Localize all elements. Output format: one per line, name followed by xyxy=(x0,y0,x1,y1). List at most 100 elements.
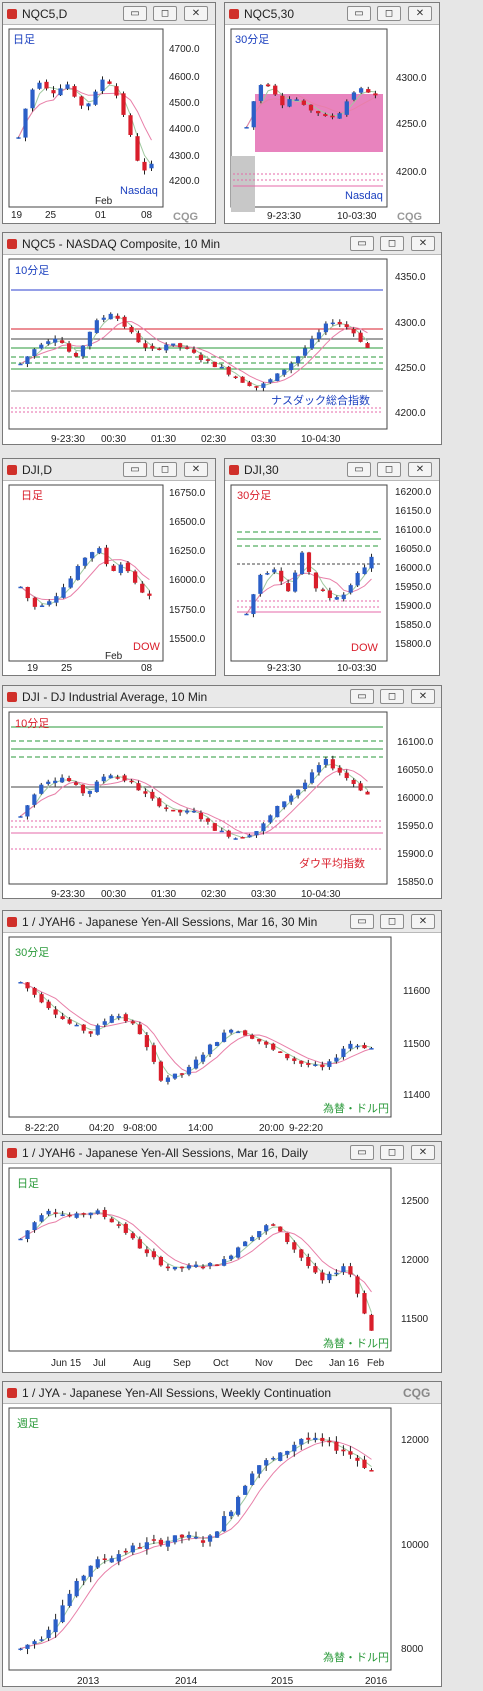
candle xyxy=(327,590,332,598)
candles xyxy=(18,544,152,610)
y-tick: 15500.0 xyxy=(169,634,206,645)
chart-nqc5-10min[interactable]: 10分足 ナスダック総合指数 4350.0 4300.0 4250.0 4200… xyxy=(3,256,442,445)
candle xyxy=(18,816,23,818)
close-button[interactable]: ✕ xyxy=(411,1145,435,1160)
dji-daily-titlebar[interactable]: DJI,D ▭ ◻ ✕ xyxy=(3,459,215,481)
x-tick: 2014 xyxy=(175,1676,198,1687)
candle xyxy=(306,552,312,572)
restore-button[interactable]: ◻ xyxy=(153,462,177,477)
candle xyxy=(279,570,284,582)
candle xyxy=(327,1061,332,1067)
candle xyxy=(87,790,92,794)
candle xyxy=(178,343,183,348)
nqc5-daily-titlebar[interactable]: NQC5,D ▭ ◻ ✕ xyxy=(3,3,215,25)
restore-button[interactable]: ◻ xyxy=(377,462,401,477)
chart-jyah6-30min[interactable]: 30分足 為替・ドル円 11600 11500 11400 8-22:20 04… xyxy=(3,934,442,1135)
x-tick: 25 xyxy=(45,210,57,221)
close-button[interactable]: ✕ xyxy=(411,236,435,251)
restore-button[interactable]: ◻ xyxy=(380,689,404,704)
candle xyxy=(39,1215,44,1222)
candle xyxy=(264,1041,269,1045)
candle xyxy=(362,1293,367,1314)
candles xyxy=(18,312,370,392)
candle xyxy=(214,1531,220,1538)
candle xyxy=(265,84,271,87)
window-title: NQC5,D xyxy=(22,7,68,21)
close-button[interactable]: ✕ xyxy=(408,6,432,21)
candle xyxy=(147,593,152,596)
candle xyxy=(129,780,134,783)
x-tick: 9-23:30 xyxy=(267,663,301,674)
candle xyxy=(261,383,266,388)
candle xyxy=(299,1060,304,1064)
y-tick: 15950.0 xyxy=(395,582,432,593)
symbol-note: Nasdaq xyxy=(120,185,158,197)
candle xyxy=(344,324,349,328)
dji-daily-window: DJI,D ▭ ◻ ✕ 日足 DOW 16750.0 16500.0 16250… xyxy=(2,458,216,676)
window-title: DJI,30 xyxy=(244,463,279,477)
candle xyxy=(309,338,315,349)
minimize-button[interactable]: ▭ xyxy=(123,6,147,21)
minimize-button[interactable]: ▭ xyxy=(350,236,374,251)
minimize-button[interactable]: ▭ xyxy=(350,1145,374,1160)
chart-dji-10min[interactable]: 10分足 ダウ平均指数 16100.0 16050.0 16000.0 1595… xyxy=(3,709,442,899)
close-button[interactable]: ✕ xyxy=(184,462,208,477)
jyah6-daily-titlebar[interactable]: 1 / JYAH6 - Japanese Yen-All Sessions, M… xyxy=(3,1142,441,1164)
y-tick: 15850.0 xyxy=(395,620,432,631)
chart-jyah6-daily[interactable]: 日足 為替・ドル円 12500 12000 11500 Jun 15 Jul A… xyxy=(3,1165,442,1373)
candle xyxy=(67,1214,72,1217)
moving-average-line xyxy=(20,981,372,1074)
candle xyxy=(87,331,92,347)
candle xyxy=(355,573,360,586)
dji-30min-titlebar[interactable]: DJI,30 ▭ ◻ ✕ xyxy=(225,459,439,481)
minimize-button[interactable]: ▭ xyxy=(347,462,371,477)
nqc5-10min-titlebar[interactable]: NQC5 - NASDAQ Composite, 10 Min ▭ ◻ ✕ xyxy=(3,233,441,255)
candle xyxy=(39,994,44,1003)
chart-nqc5-30min[interactable]: 30分足 Nasdaq 4300.0 4250.0 4200.0 9-23:30… xyxy=(225,26,440,224)
x-tick: 08 xyxy=(141,663,153,674)
candle xyxy=(39,784,44,794)
symbol-note: 為替・ドル円 xyxy=(323,1650,389,1664)
candle xyxy=(355,1276,360,1294)
interval-label: 日足 xyxy=(13,34,35,46)
minimize-button[interactable]: ▭ xyxy=(350,914,374,929)
candle xyxy=(39,1639,44,1641)
candle xyxy=(25,356,30,364)
candle xyxy=(327,1440,332,1443)
candle xyxy=(358,783,363,791)
nqc5-30min-titlebar[interactable]: NQC5,30 ▭ ◻ ✕ xyxy=(225,3,439,25)
close-button[interactable]: ✕ xyxy=(184,6,208,21)
candle xyxy=(179,1073,185,1075)
candle xyxy=(193,1536,199,1539)
jyah6-30min-titlebar[interactable]: 1 / JYAH6 - Japanese Yen-All Sessions, M… xyxy=(3,911,441,933)
candle xyxy=(65,84,70,89)
candle xyxy=(330,115,335,118)
minimize-button[interactable]: ▭ xyxy=(347,6,371,21)
chart-nqc5-daily[interactable]: 日足 Nasdaq 4700.0 4600.0 4500.0 4400.0 43… xyxy=(3,26,216,224)
candle xyxy=(143,343,148,348)
minimize-button[interactable]: ▭ xyxy=(350,689,374,704)
candle xyxy=(355,1457,360,1461)
app-icon xyxy=(7,9,17,19)
close-button[interactable]: ✕ xyxy=(411,914,435,929)
restore-button[interactable]: ◻ xyxy=(380,914,404,929)
candle xyxy=(308,104,314,111)
dji-10min-titlebar[interactable]: DJI - DJ Industrial Average, 10 Min ▭ ◻ … xyxy=(3,686,441,708)
window-title: 1 / JYAH6 - Japanese Yen-All Sessions, M… xyxy=(22,1146,308,1160)
jya-weekly-titlebar[interactable]: 1 / JYA - Japanese Yen-All Sessions, Wee… xyxy=(3,1382,441,1404)
chart-dji-30min[interactable]: 30分足 DOW 16200.0 16150.0 16100.0 16050.0… xyxy=(225,482,440,676)
close-button[interactable]: ✕ xyxy=(408,462,432,477)
close-button[interactable]: ✕ xyxy=(411,689,435,704)
restore-button[interactable]: ◻ xyxy=(153,6,177,21)
restore-button[interactable]: ◻ xyxy=(380,1145,404,1160)
minimize-button[interactable]: ▭ xyxy=(123,462,147,477)
restore-button[interactable]: ◻ xyxy=(380,236,404,251)
candle xyxy=(341,1048,346,1057)
chart-dji-daily[interactable]: 日足 DOW 16750.0 16500.0 16250.0 16000.0 1… xyxy=(3,482,216,676)
window-title: 1 / JYA - Japanese Yen-All Sessions, Wee… xyxy=(22,1386,332,1400)
candle xyxy=(86,103,91,107)
candle xyxy=(102,1209,107,1217)
restore-button[interactable]: ◻ xyxy=(377,6,401,21)
candle xyxy=(323,323,328,333)
chart-jya-weekly[interactable]: 週足 為替・ドル円 12000 10000 8000 2013 2014 201… xyxy=(3,1405,442,1687)
